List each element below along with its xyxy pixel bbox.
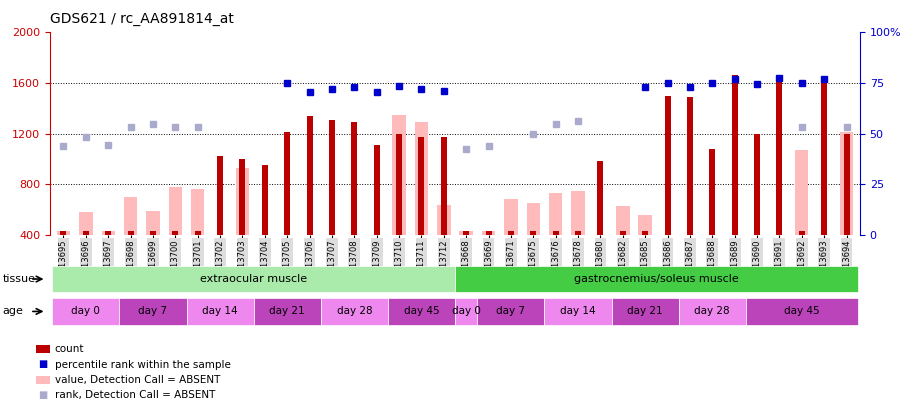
Bar <box>396 134 402 235</box>
Bar <box>799 231 804 235</box>
Bar <box>388 298 455 324</box>
Bar <box>612 298 679 324</box>
Bar <box>440 137 447 235</box>
Bar <box>195 231 201 235</box>
Bar <box>508 231 514 235</box>
Text: value, Detection Call = ABSENT: value, Detection Call = ABSENT <box>55 375 220 385</box>
Bar <box>821 83 827 235</box>
Bar <box>106 231 111 235</box>
Bar <box>236 168 249 235</box>
Bar <box>531 231 536 235</box>
Bar <box>709 149 715 235</box>
Text: day 7: day 7 <box>497 307 525 316</box>
Bar <box>460 231 473 235</box>
Bar <box>840 132 854 235</box>
Text: day 45: day 45 <box>784 307 820 316</box>
Bar <box>124 197 137 235</box>
Bar <box>504 200 518 235</box>
Bar <box>351 122 358 235</box>
Bar <box>150 231 156 235</box>
Bar <box>844 134 850 235</box>
Bar <box>616 206 630 235</box>
Text: day 7: day 7 <box>138 307 167 316</box>
Bar <box>486 231 491 235</box>
Bar <box>732 75 738 235</box>
Text: tissue: tissue <box>3 274 35 284</box>
Bar <box>679 298 746 324</box>
Bar <box>455 266 858 292</box>
Bar <box>217 156 223 235</box>
Bar <box>549 193 562 235</box>
Bar <box>415 122 428 235</box>
Bar <box>463 231 470 235</box>
Bar <box>119 298 187 324</box>
Text: day 0: day 0 <box>71 307 100 316</box>
Bar <box>320 298 388 324</box>
Text: day 28: day 28 <box>694 307 730 316</box>
Text: day 28: day 28 <box>337 307 372 316</box>
Bar <box>392 115 406 235</box>
Bar <box>187 298 254 324</box>
Bar <box>746 298 858 324</box>
Text: GDS621 / rc_AA891814_at: GDS621 / rc_AA891814_at <box>50 12 234 26</box>
Bar <box>419 137 424 235</box>
Bar <box>79 212 93 235</box>
Bar <box>262 165 268 235</box>
Text: ■: ■ <box>38 360 47 369</box>
Bar <box>127 231 134 235</box>
Text: day 14: day 14 <box>561 307 596 316</box>
Text: extraocular muscle: extraocular muscle <box>200 274 308 284</box>
Bar <box>254 298 320 324</box>
Bar <box>52 298 119 324</box>
Text: rank, Detection Call = ABSENT: rank, Detection Call = ABSENT <box>55 390 215 400</box>
Bar <box>60 231 66 235</box>
Bar <box>191 190 205 235</box>
Bar <box>795 150 808 235</box>
Bar <box>544 298 612 324</box>
Bar <box>478 298 544 324</box>
Text: day 45: day 45 <box>404 307 440 316</box>
Bar <box>52 266 455 292</box>
Bar <box>664 96 671 235</box>
Text: day 14: day 14 <box>202 307 238 316</box>
Bar <box>374 145 379 235</box>
Bar <box>552 231 559 235</box>
Bar <box>284 132 290 235</box>
Bar <box>639 215 652 235</box>
Bar <box>168 187 182 235</box>
Text: day 21: day 21 <box>627 307 663 316</box>
Text: gastrocnemius/soleus muscle: gastrocnemius/soleus muscle <box>574 274 739 284</box>
Text: day 21: day 21 <box>269 307 305 316</box>
Bar <box>571 191 585 235</box>
Bar <box>455 298 478 324</box>
Text: ■: ■ <box>38 390 47 400</box>
Bar <box>102 231 115 235</box>
Bar <box>172 231 178 235</box>
Bar <box>575 231 581 235</box>
Bar <box>56 231 70 235</box>
Bar <box>597 162 603 235</box>
Bar <box>307 116 313 235</box>
Text: day 0: day 0 <box>451 307 480 316</box>
Bar <box>620 231 626 235</box>
Bar <box>329 120 335 235</box>
Text: percentile rank within the sample: percentile rank within the sample <box>55 360 230 369</box>
Bar <box>239 159 246 235</box>
Text: count: count <box>55 344 84 354</box>
Bar <box>437 205 450 235</box>
Text: age: age <box>3 307 24 316</box>
Bar <box>83 231 89 235</box>
Bar <box>527 203 540 235</box>
Bar <box>642 231 648 235</box>
Bar <box>687 97 693 235</box>
Bar <box>147 211 159 235</box>
Bar <box>754 134 760 235</box>
Bar <box>776 77 783 235</box>
Bar <box>482 231 495 235</box>
